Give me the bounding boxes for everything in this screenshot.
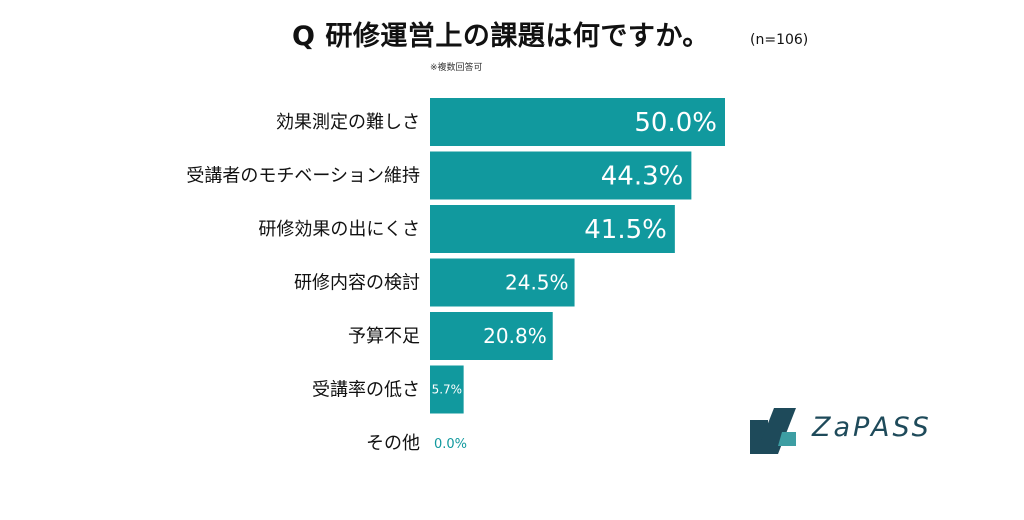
category-label: 効果測定の難しさ <box>276 112 420 133</box>
category-label: その他 <box>366 433 420 454</box>
value-label: 20.8% <box>483 324 547 348</box>
category-label: 研修効果の出にくさ <box>258 219 420 240</box>
multiple-answer-note: ※複数回答可 <box>430 63 483 73</box>
value-label: 5.7% <box>432 383 463 397</box>
value-label: 41.5% <box>584 215 667 245</box>
zapass-logo-mark-icon <box>750 408 796 454</box>
value-label: 0.0% <box>434 437 467 452</box>
zapass-logo: ZaPASS <box>748 406 929 456</box>
chart-title: Q 研修運営上の課題は何ですか。 <box>292 21 710 52</box>
value-label: 50.0% <box>634 108 717 138</box>
bar <box>430 365 464 414</box>
sample-size: (n=106) <box>750 32 809 48</box>
bar <box>430 151 692 200</box>
category-label: 受講者のモチベーション維持 <box>186 166 420 187</box>
value-label: 44.3% <box>601 162 684 192</box>
bar <box>430 205 675 253</box>
value-label: 24.5% <box>505 271 569 295</box>
category-label: 予算不足 <box>348 326 420 347</box>
bar <box>430 98 725 146</box>
category-label: 受講率の低さ <box>312 380 420 401</box>
bar <box>430 312 553 360</box>
bar <box>430 258 575 307</box>
zapass-logo-text: ZaPASS <box>812 412 932 443</box>
category-label: 研修内容の検討 <box>294 273 420 294</box>
